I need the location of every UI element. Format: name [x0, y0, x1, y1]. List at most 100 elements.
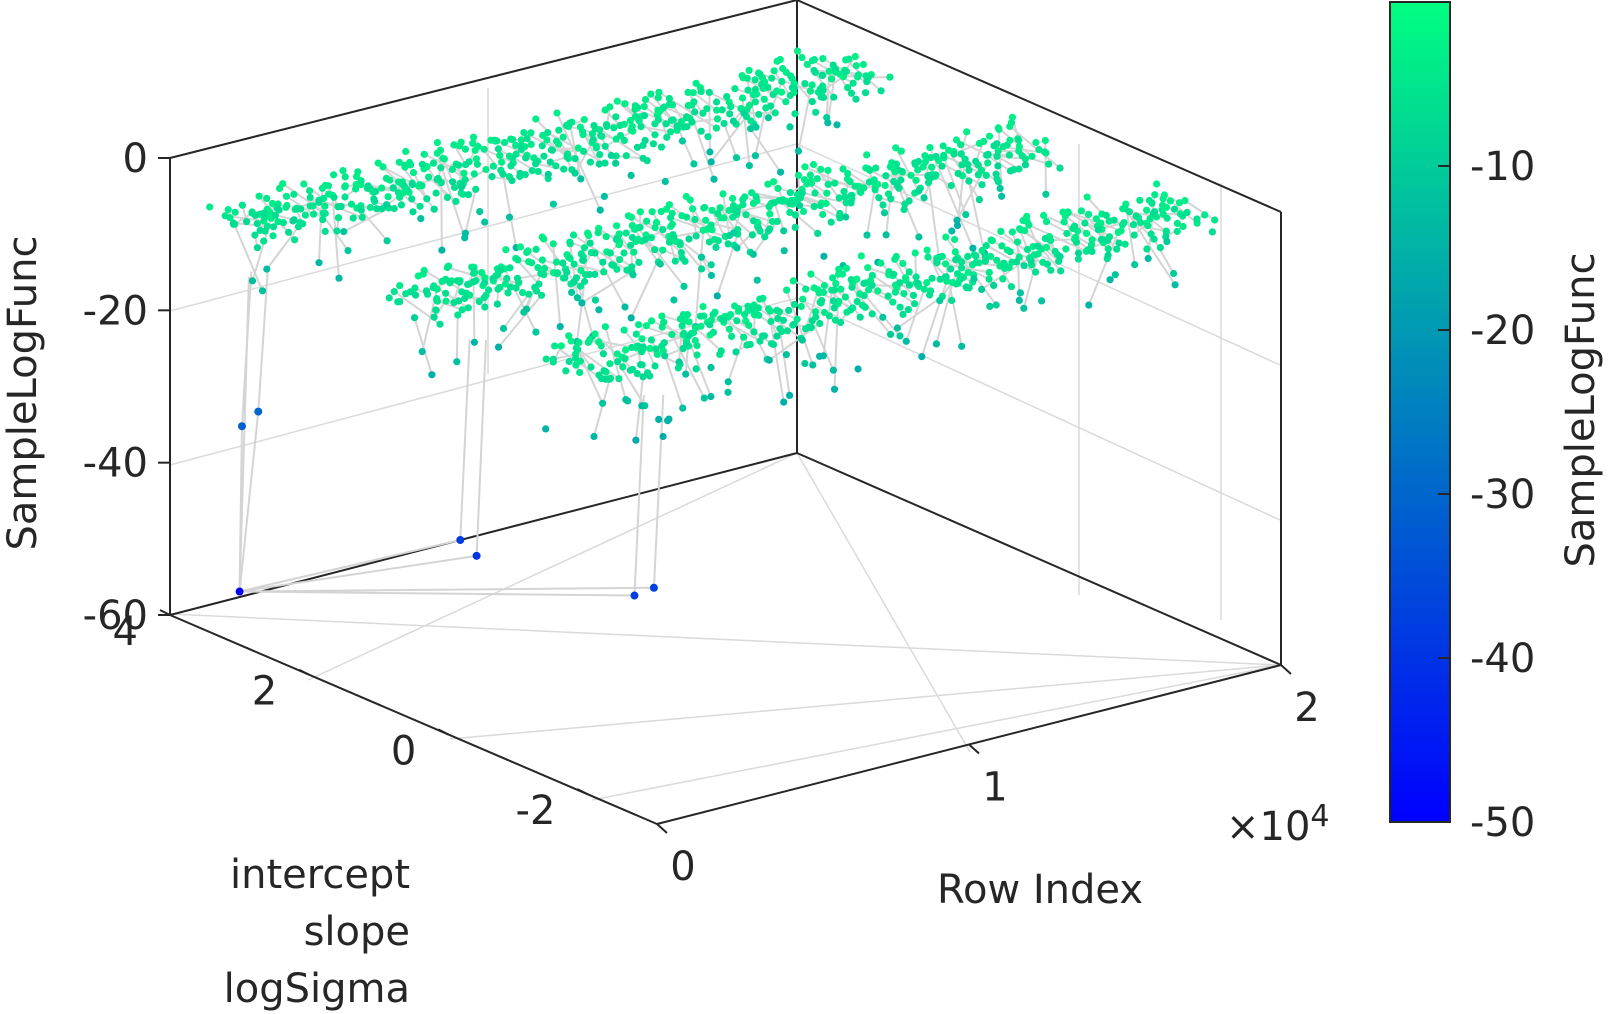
data-point	[953, 216, 961, 224]
data-point	[429, 284, 437, 292]
data-point	[920, 194, 928, 202]
data-point	[779, 316, 788, 324]
data-point	[824, 166, 832, 174]
data-point	[1201, 211, 1209, 219]
data-point	[543, 136, 551, 144]
data-point	[1000, 259, 1008, 267]
data-point	[874, 287, 882, 295]
data-point	[779, 64, 787, 73]
data-point	[641, 136, 649, 144]
data-point	[616, 121, 624, 130]
data-point	[951, 235, 959, 244]
data-point	[752, 123, 760, 131]
data-point	[589, 135, 598, 144]
data-point	[889, 298, 897, 306]
data-point	[485, 286, 493, 294]
data-point	[1041, 136, 1049, 145]
data-point	[349, 214, 357, 222]
data-point	[621, 100, 629, 108]
data-point	[1088, 247, 1096, 255]
data-point	[1159, 210, 1167, 218]
data-point	[830, 93, 838, 101]
data-point	[841, 193, 849, 201]
data-point	[341, 193, 349, 201]
data-point	[820, 252, 828, 260]
data-point	[574, 144, 582, 152]
data-point	[751, 98, 760, 106]
data-point	[599, 399, 607, 407]
data-point	[499, 324, 508, 333]
data-point	[816, 319, 824, 328]
data-point	[641, 96, 650, 104]
outlier-trace	[633, 395, 645, 596]
data-point	[765, 203, 773, 211]
data-point	[708, 206, 716, 214]
data-point	[680, 282, 688, 290]
data-point	[658, 312, 666, 320]
data-point	[315, 259, 323, 267]
data-point	[613, 350, 621, 358]
data-point	[224, 206, 232, 214]
data-point	[573, 294, 582, 302]
data-point	[665, 415, 673, 423]
data-point	[319, 209, 327, 217]
data-point	[844, 84, 852, 92]
data-point	[724, 388, 732, 396]
data-point	[773, 217, 781, 225]
y-tick-mark	[159, 609, 171, 616]
data-point	[663, 133, 671, 141]
trace-segment	[572, 234, 628, 271]
data-point	[315, 198, 323, 206]
trace-segment	[811, 320, 835, 371]
data-point	[306, 193, 314, 202]
data-point	[984, 150, 992, 158]
data-point	[271, 211, 279, 219]
data-point	[586, 239, 594, 247]
data-point	[791, 223, 799, 231]
data-point	[773, 306, 781, 314]
data-point	[810, 66, 818, 75]
data-point	[337, 202, 345, 210]
data-point	[953, 221, 962, 230]
data-point	[548, 146, 557, 154]
data-point	[978, 246, 986, 255]
data-point	[494, 343, 503, 351]
data-point	[893, 324, 902, 332]
data-point	[831, 179, 839, 187]
data-point	[679, 404, 687, 412]
data-point	[344, 247, 352, 255]
data-point	[882, 172, 890, 180]
data-point	[845, 55, 853, 63]
trace-segment	[692, 91, 718, 112]
data-point	[513, 274, 522, 282]
trace-segment	[553, 353, 576, 361]
data-point	[408, 195, 416, 203]
data-point	[807, 270, 815, 278]
data-point	[921, 152, 929, 160]
data-point	[621, 355, 629, 363]
data-point	[395, 158, 403, 166]
outlier-trace	[652, 394, 665, 588]
data-point	[808, 98, 816, 106]
data-point	[790, 320, 798, 328]
data-point	[713, 106, 721, 114]
data-point	[851, 52, 859, 61]
data-point	[580, 116, 588, 124]
data-point	[581, 277, 589, 286]
data-point	[665, 94, 674, 103]
data-point	[760, 332, 769, 340]
trace-segment	[331, 195, 340, 279]
trace-segment	[785, 289, 814, 366]
data-point	[651, 131, 659, 139]
data-point	[890, 177, 898, 186]
data-point	[1163, 238, 1171, 246]
data-point	[788, 84, 797, 92]
data-point	[765, 356, 773, 364]
data-point	[808, 317, 816, 325]
data-point	[508, 154, 517, 162]
data-point	[458, 306, 466, 314]
outlier-trace	[257, 272, 269, 412]
data-point	[481, 303, 489, 311]
data-point	[860, 292, 868, 300]
data-point	[829, 366, 838, 374]
